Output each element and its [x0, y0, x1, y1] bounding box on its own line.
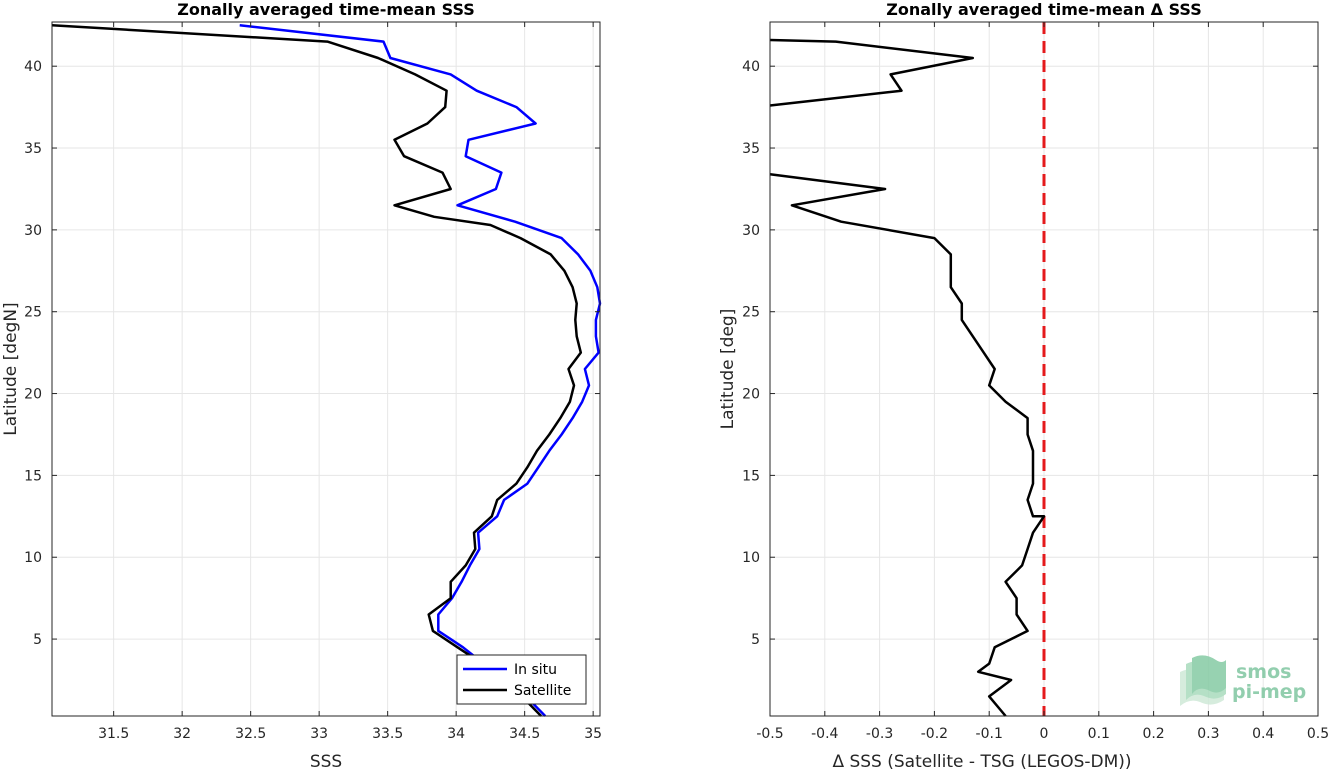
right-series-group: [769, 38, 1046, 717]
y-tick-label: 5: [33, 632, 42, 648]
series-line-delta-seg0: [769, 38, 975, 107]
left-plot-area: [52, 22, 600, 716]
left-x-axis-label: SSS: [310, 752, 342, 769]
y-tick-label: 35: [24, 141, 42, 157]
x-tick-label: 32: [173, 726, 191, 742]
legend-box: [456, 654, 587, 705]
left-y-ticks: 5 10 15 20 25 30 35 40: [24, 59, 600, 648]
left-axes-box: [51, 21, 601, 717]
left-y-axis-label: Latitude [degN]: [1, 302, 21, 435]
legend: In situ Satellite: [456, 654, 587, 705]
y-tick-label: 5: [751, 632, 760, 648]
y-tick-label: 40: [742, 59, 760, 75]
x-tick-label: 0.5: [1307, 726, 1329, 742]
x-tick-label: -0.1: [976, 726, 1003, 742]
x-tick-label: -0.2: [921, 726, 948, 742]
x-tick-label: 33: [310, 726, 328, 742]
y-tick-label: 25: [742, 305, 760, 321]
y-tick-label: 30: [24, 223, 42, 239]
x-tick-label: 32.5: [235, 726, 266, 742]
x-tick-label: 31.5: [98, 726, 129, 742]
legend-label-satellite: Satellite: [514, 683, 571, 699]
watermark-logo: smos pi-mep: [1180, 655, 1306, 706]
x-tick-label: 0.3: [1197, 726, 1219, 742]
right-chart: -0.5 -0.4 -0.3 -0.2 -0.1 0 0.1 0.2 0.3 0.4 0.5 5 10…: [718, 0, 1329, 772]
legend-label-in-situ: In situ: [514, 662, 557, 678]
left-chart: 31.5 32 32.5 33 33.5 34 34.5 35 5 10 15 20 25 30 35 40…: [1, 0, 602, 772]
y-tick-label: 25: [24, 305, 42, 321]
left-grid: [52, 22, 600, 716]
y-tick-label: 10: [742, 550, 760, 566]
x-tick-label: 0.1: [1088, 726, 1110, 742]
y-tick-label: 40: [24, 59, 42, 75]
right-x-axis-label: Δ SSS (Satellite - TSG (LEGOS-DM)): [832, 752, 1131, 769]
series-line-delta-seg1: [769, 172, 1046, 717]
right-y-ticks: 5 10 15 20 25 30 35 40: [742, 59, 1318, 648]
watermark-text-line1: smos: [1236, 661, 1291, 683]
left-series-group: [51, 24, 602, 717]
y-tick-label: 20: [24, 387, 42, 403]
right-x-ticks: -0.5 -0.4 -0.3 -0.2 -0.1 0 0.1 0.2 0.3 0.4 0.5: [756, 22, 1329, 742]
x-tick-label: 33.5: [372, 726, 403, 742]
series-line-in-situ: [239, 24, 602, 717]
x-tick-label: 34.5: [509, 726, 540, 742]
y-tick-label: 15: [742, 468, 760, 484]
x-tick-label: -0.4: [811, 726, 838, 742]
x-tick-label: -0.3: [866, 726, 893, 742]
y-tick-label: 30: [742, 223, 760, 239]
left-chart-title: Zonally averaged time-mean SSS: [177, 0, 475, 19]
y-tick-label: 35: [742, 141, 760, 157]
x-tick-label: 0.4: [1252, 726, 1274, 742]
y-tick-label: 10: [24, 550, 42, 566]
watermark-text-line2: pi-mep: [1232, 681, 1306, 703]
y-tick-label: 15: [24, 468, 42, 484]
x-tick-label: 34: [447, 726, 465, 742]
right-chart-title: Zonally averaged time-mean Δ SSS: [886, 0, 1202, 19]
y-tick-label: 20: [742, 387, 760, 403]
left-x-ticks: 31.5 32 32.5 33 33.5 34 34.5 35: [98, 22, 602, 742]
logo-waves-icon: [1180, 655, 1226, 706]
x-tick-label: 0: [1040, 726, 1049, 742]
x-tick-label: -0.5: [756, 726, 783, 742]
right-y-axis-label: Latitude [deg]: [718, 309, 738, 430]
x-tick-label: 0.2: [1142, 726, 1164, 742]
series-line-satellite: [51, 24, 583, 717]
x-tick-label: 35: [584, 726, 602, 742]
